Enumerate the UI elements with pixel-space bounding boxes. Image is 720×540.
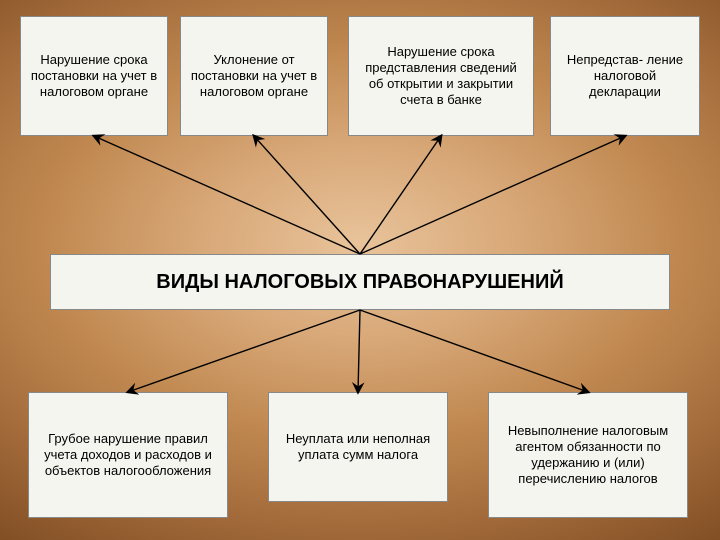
title-box: ВИДЫ НАЛОГОВЫХ ПРАВОНАРУШЕНИЙ <box>50 254 670 310</box>
top-box-1-text: Нарушение срока постановки на учет в нал… <box>29 52 159 101</box>
top-box-3-text: Нарушение срока представления сведений о… <box>357 44 525 109</box>
bottom-box-3: Невыполнение налоговым агентом обязаннос… <box>488 392 688 518</box>
top-box-1: Нарушение срока постановки на учет в нал… <box>20 16 168 136</box>
bottom-box-2-text: Неуплата или неполная уплата сумм налога <box>277 431 439 464</box>
top-box-4-text: Непредстав- ление налоговой декларации <box>559 52 691 101</box>
title-text: ВИДЫ НАЛОГОВЫХ ПРАВОНАРУШЕНИЙ <box>156 271 563 294</box>
bottom-box-2: Неуплата или неполная уплата сумм налога <box>268 392 448 502</box>
bottom-box-1: Грубое нарушение правил учета доходов и … <box>28 392 228 518</box>
bottom-box-3-text: Невыполнение налоговым агентом обязаннос… <box>497 423 679 488</box>
top-box-4: Непредстав- ление налоговой декларации <box>550 16 700 136</box>
top-box-3: Нарушение срока представления сведений о… <box>348 16 534 136</box>
bottom-box-1-text: Грубое нарушение правил учета доходов и … <box>37 431 219 480</box>
top-box-2-text: Уклонение от постановки на учет в налого… <box>189 52 319 101</box>
top-box-2: Уклонение от постановки на учет в налого… <box>180 16 328 136</box>
